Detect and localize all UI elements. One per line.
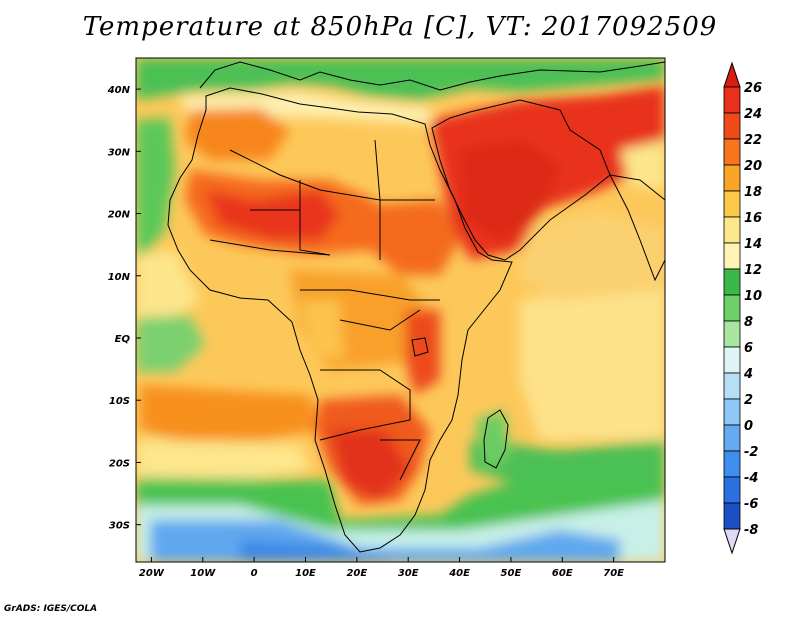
field-indian-green bbox=[470, 440, 665, 485]
map-title: Temperature at 850hPa [C], VT: 201709250… bbox=[82, 12, 718, 42]
lon-tick-label: 20E bbox=[346, 568, 367, 579]
colorbar-label: 14 bbox=[744, 237, 762, 252]
sahara-borders bbox=[209, 139, 435, 260]
lat-tick-label: 30N bbox=[108, 147, 131, 158]
colorbar-label: 4 bbox=[743, 367, 753, 382]
colorbar-label: 26 bbox=[744, 81, 762, 96]
colorbar-swatch bbox=[723, 268, 741, 296]
colorbar-label: -2 bbox=[744, 445, 758, 460]
colorbar-label: -4 bbox=[744, 471, 758, 486]
lon-tick-label: 40E bbox=[448, 568, 470, 579]
colorbar-label: 18 bbox=[744, 185, 762, 200]
colorbar-label: 24 bbox=[744, 107, 762, 122]
lon-tick-label: 60E bbox=[552, 568, 573, 579]
colorbar-label: 12 bbox=[744, 263, 762, 278]
lon-tick-label: 70E bbox=[603, 568, 624, 579]
colorbar-label: 20 bbox=[744, 159, 762, 174]
lat-tick-label: 40N bbox=[107, 85, 131, 96]
africa-coastline bbox=[167, 87, 513, 553]
central-borders bbox=[300, 289, 440, 481]
field-atlantic-green bbox=[136, 118, 175, 260]
colorbar-label: -8 bbox=[744, 523, 758, 538]
field-himalaya bbox=[620, 140, 665, 190]
lat-tick-label: 10N bbox=[108, 272, 131, 283]
colorbar-label: -6 bbox=[744, 497, 758, 512]
colorbar-swatch bbox=[723, 372, 741, 400]
coastlines bbox=[167, 61, 665, 553]
colorbar-swatch bbox=[723, 112, 741, 140]
colorbar-swatch bbox=[723, 138, 741, 166]
lat-tick-label: 10S bbox=[109, 396, 130, 407]
field-maghreb bbox=[185, 108, 290, 160]
colorbar-swatch bbox=[723, 242, 741, 270]
lon-tick-label: 10W bbox=[190, 568, 216, 579]
lat-tick-label: 30S bbox=[109, 521, 130, 532]
field-sudan bbox=[370, 200, 460, 275]
colorbar-swatch bbox=[723, 346, 741, 374]
madagascar-coastline bbox=[483, 409, 509, 469]
field-satl-pale bbox=[136, 440, 310, 480]
field-south-deepblue bbox=[240, 540, 400, 562]
colorbar-label: 10 bbox=[744, 289, 762, 304]
lon-tick-label: 10E bbox=[295, 568, 316, 579]
field-atlantic-pale bbox=[136, 250, 200, 320]
colorbar-label: 8 bbox=[744, 315, 753, 330]
arabia-coastline bbox=[431, 99, 611, 261]
lon-tick-label: 20W bbox=[139, 568, 165, 579]
colorbar-swatch bbox=[723, 294, 741, 322]
lat-tick-label: 20N bbox=[108, 210, 131, 221]
field-sa-core bbox=[330, 430, 410, 500]
colorbar-swatch bbox=[723, 476, 741, 504]
india-coastline bbox=[609, 174, 665, 282]
field-arabia-deep bbox=[460, 140, 560, 240]
colorbar-label: 2 bbox=[744, 393, 753, 408]
field-indian-pale bbox=[520, 285, 665, 440]
temperature-field bbox=[136, 58, 665, 562]
colorbar-label: 22 bbox=[744, 133, 762, 148]
colorbar-swatch bbox=[723, 398, 741, 426]
colorbar-top-arrow bbox=[723, 61, 741, 88]
lat-tick-label: 20S bbox=[109, 458, 130, 469]
lake-victoria bbox=[411, 337, 429, 357]
lat-tick-label: EQ bbox=[115, 334, 131, 345]
colorbar-swatch bbox=[723, 320, 741, 348]
colorbar-swatch bbox=[723, 164, 741, 192]
field-madagascar bbox=[475, 410, 510, 470]
colorbar-swatch bbox=[723, 86, 741, 114]
axis-ticks: 20W 10W 0 10E 20E 30E 40E 50E 60E 70E 40N 30N 20N 10N… bbox=[107, 85, 624, 579]
field-gabon-pale bbox=[300, 300, 345, 360]
colorbar-swatch bbox=[723, 450, 741, 478]
colorbar-label: 16 bbox=[744, 211, 762, 226]
lon-tick-label: 50E bbox=[501, 568, 522, 579]
colorbar-label: 0 bbox=[744, 419, 753, 434]
field-satl-orange bbox=[140, 385, 320, 440]
europe-coastline bbox=[199, 61, 665, 91]
lon-tick-label: 30E bbox=[398, 568, 419, 579]
colorbar-bottom-arrow bbox=[723, 528, 741, 555]
field-sahara-core bbox=[205, 190, 340, 240]
colorbar-swatch bbox=[723, 190, 741, 218]
colorbar-label: 6 bbox=[744, 341, 753, 356]
colorbar-swatch bbox=[723, 216, 741, 244]
field-north-green bbox=[136, 58, 665, 100]
colorbar-swatch bbox=[723, 502, 741, 530]
plot-frame bbox=[135, 57, 666, 563]
field-gulf-green bbox=[136, 315, 205, 372]
field-rift bbox=[405, 310, 440, 395]
lon-tick-label: 0 bbox=[251, 568, 258, 579]
colorbar-swatch bbox=[723, 424, 741, 452]
credit-label: GrADS: IGES/COLA bbox=[4, 604, 98, 614]
field-arabian-sea bbox=[520, 210, 665, 300]
